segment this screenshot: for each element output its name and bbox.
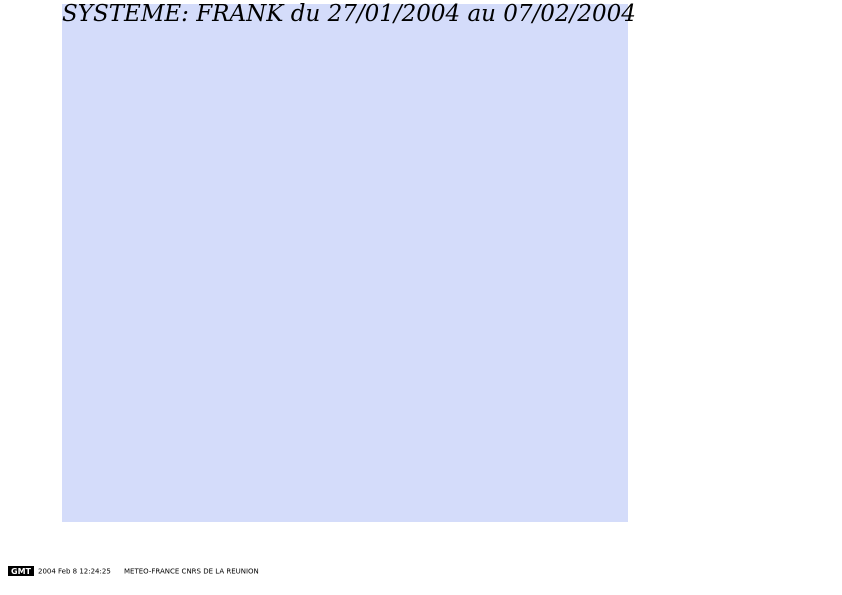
gmt-logo: GMT [11,567,32,576]
gmt-logo-box [8,566,34,576]
timestamp: 2004 Feb 8 12:24:25 [38,568,111,576]
map-title: SYSTEME: FRANK du 27/01/2004 au 07/02/20… [62,1,636,27]
ocean [62,4,628,522]
credit: METEO-FRANCE CNRS DE LA REUNION [124,568,259,576]
